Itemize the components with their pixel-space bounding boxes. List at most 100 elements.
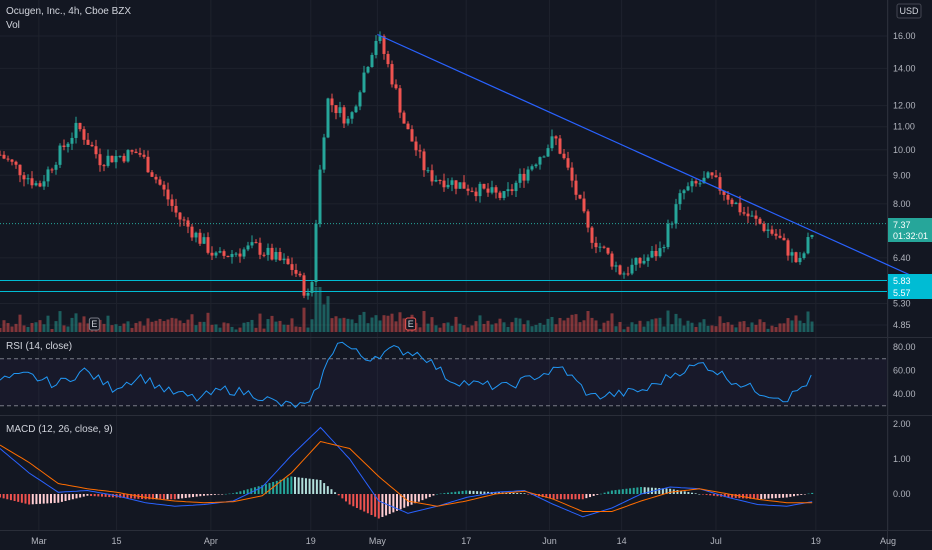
macd-histogram-bar xyxy=(334,492,337,494)
price-tick-label: 8.00 xyxy=(893,199,911,209)
volume-bar xyxy=(518,318,522,332)
candle-body xyxy=(174,205,178,213)
macd-histogram-bar xyxy=(86,494,89,496)
macd-histogram-bar xyxy=(629,488,632,494)
macd-histogram-bar xyxy=(574,494,577,500)
volume-bar xyxy=(134,322,138,332)
volume-bar xyxy=(614,326,618,332)
horizontal-levels[interactable] xyxy=(0,223,887,292)
candle-body xyxy=(0,154,2,156)
macd-histogram-bar xyxy=(159,494,162,500)
volume-bar xyxy=(710,325,714,332)
macd-histogram-bar xyxy=(31,494,34,505)
macd-histogram-bar xyxy=(224,493,227,495)
macd-histogram-bar xyxy=(381,494,384,517)
macd-histogram-bar xyxy=(0,494,1,498)
macd-histogram-bar xyxy=(133,494,136,499)
macd-histogram-bar xyxy=(483,491,486,494)
volume-bar xyxy=(466,327,470,332)
candle-body xyxy=(230,253,234,257)
candle-body xyxy=(646,257,650,261)
volume-bar xyxy=(734,327,738,332)
volume-bar xyxy=(174,318,178,332)
volume-bar xyxy=(554,324,558,332)
macd-histogram-bar xyxy=(53,494,56,503)
candle-body xyxy=(282,258,286,261)
macd-histogram-bar xyxy=(79,494,82,498)
macd-histogram-bar xyxy=(60,494,63,502)
currency-badge[interactable]: USD xyxy=(896,3,922,19)
candle-body xyxy=(98,154,102,166)
volume-bar xyxy=(322,304,326,332)
macd-histogram-bar xyxy=(228,493,231,495)
candle-body xyxy=(746,213,750,217)
candle-body xyxy=(242,249,246,257)
macd-histogram-bar xyxy=(126,494,129,499)
volume-bar xyxy=(450,325,454,332)
volume-bar xyxy=(206,312,210,332)
price-candles[interactable] xyxy=(0,31,814,300)
candle-body xyxy=(674,204,678,224)
volume-bar xyxy=(646,321,650,332)
candle-body xyxy=(738,202,742,213)
candle-body xyxy=(266,247,270,255)
macd-histogram-bar xyxy=(789,494,792,497)
candle-body xyxy=(346,118,350,124)
volume-bar xyxy=(506,326,510,332)
macd-histogram-bar xyxy=(235,492,238,494)
time-tick-label: Mar xyxy=(31,536,47,546)
macd-histogram-bar xyxy=(406,494,409,507)
candle-body xyxy=(702,177,706,184)
candle-body xyxy=(550,136,554,149)
candle-body xyxy=(214,252,218,256)
candle-body xyxy=(102,165,106,167)
candle-body xyxy=(342,107,346,124)
candle-body xyxy=(206,237,210,253)
macd-tick-label: 1.00 xyxy=(893,454,911,464)
macd-histogram-bar xyxy=(246,489,249,494)
volume-bar xyxy=(686,320,690,332)
macd-histogram-bar xyxy=(760,494,763,500)
macd-histogram-bar xyxy=(363,494,366,512)
volume-bar xyxy=(6,323,10,332)
candle-body xyxy=(26,178,30,180)
candle-body xyxy=(794,252,798,263)
candle-body xyxy=(406,123,410,130)
macd-histogram-bar xyxy=(592,494,595,496)
macd-histogram-bar xyxy=(618,489,621,494)
macd-histogram-bar xyxy=(687,492,690,494)
volume-bar xyxy=(370,317,374,332)
candle-body xyxy=(310,282,314,293)
volume-bar xyxy=(298,326,302,332)
price-tick-label: 6.40 xyxy=(893,253,911,263)
earnings-marker-box xyxy=(405,317,417,331)
price-tick-label: 5.30 xyxy=(893,299,911,309)
macd-tick-label: 0.00 xyxy=(893,489,911,499)
macd-histogram-bar xyxy=(585,494,588,499)
candle-body xyxy=(218,251,222,253)
volume-bar xyxy=(378,320,382,332)
macd-histogram-bar xyxy=(71,494,74,500)
candle-body xyxy=(194,232,198,238)
candle-body xyxy=(562,153,566,159)
volume-bar xyxy=(594,320,598,332)
macd-histogram-bar xyxy=(301,477,304,494)
volume-bar xyxy=(350,319,354,332)
macd-histogram-bar xyxy=(385,494,388,516)
volume-bar xyxy=(330,318,334,332)
volume-bar xyxy=(10,326,14,332)
volume-bar xyxy=(170,317,174,332)
volume-bar xyxy=(750,322,754,332)
macd-histogram-bar xyxy=(461,490,464,494)
rsi-tick-label: 60.00 xyxy=(893,366,916,376)
macd-histogram-bar xyxy=(778,494,781,498)
candle-body xyxy=(2,154,6,159)
candle-body xyxy=(326,98,330,138)
trendline[interactable] xyxy=(377,33,916,279)
macd-histogram-bar xyxy=(479,491,482,494)
macd-histogram-bar xyxy=(64,494,67,501)
volume-bar xyxy=(570,314,574,332)
volume-bar xyxy=(530,326,534,332)
